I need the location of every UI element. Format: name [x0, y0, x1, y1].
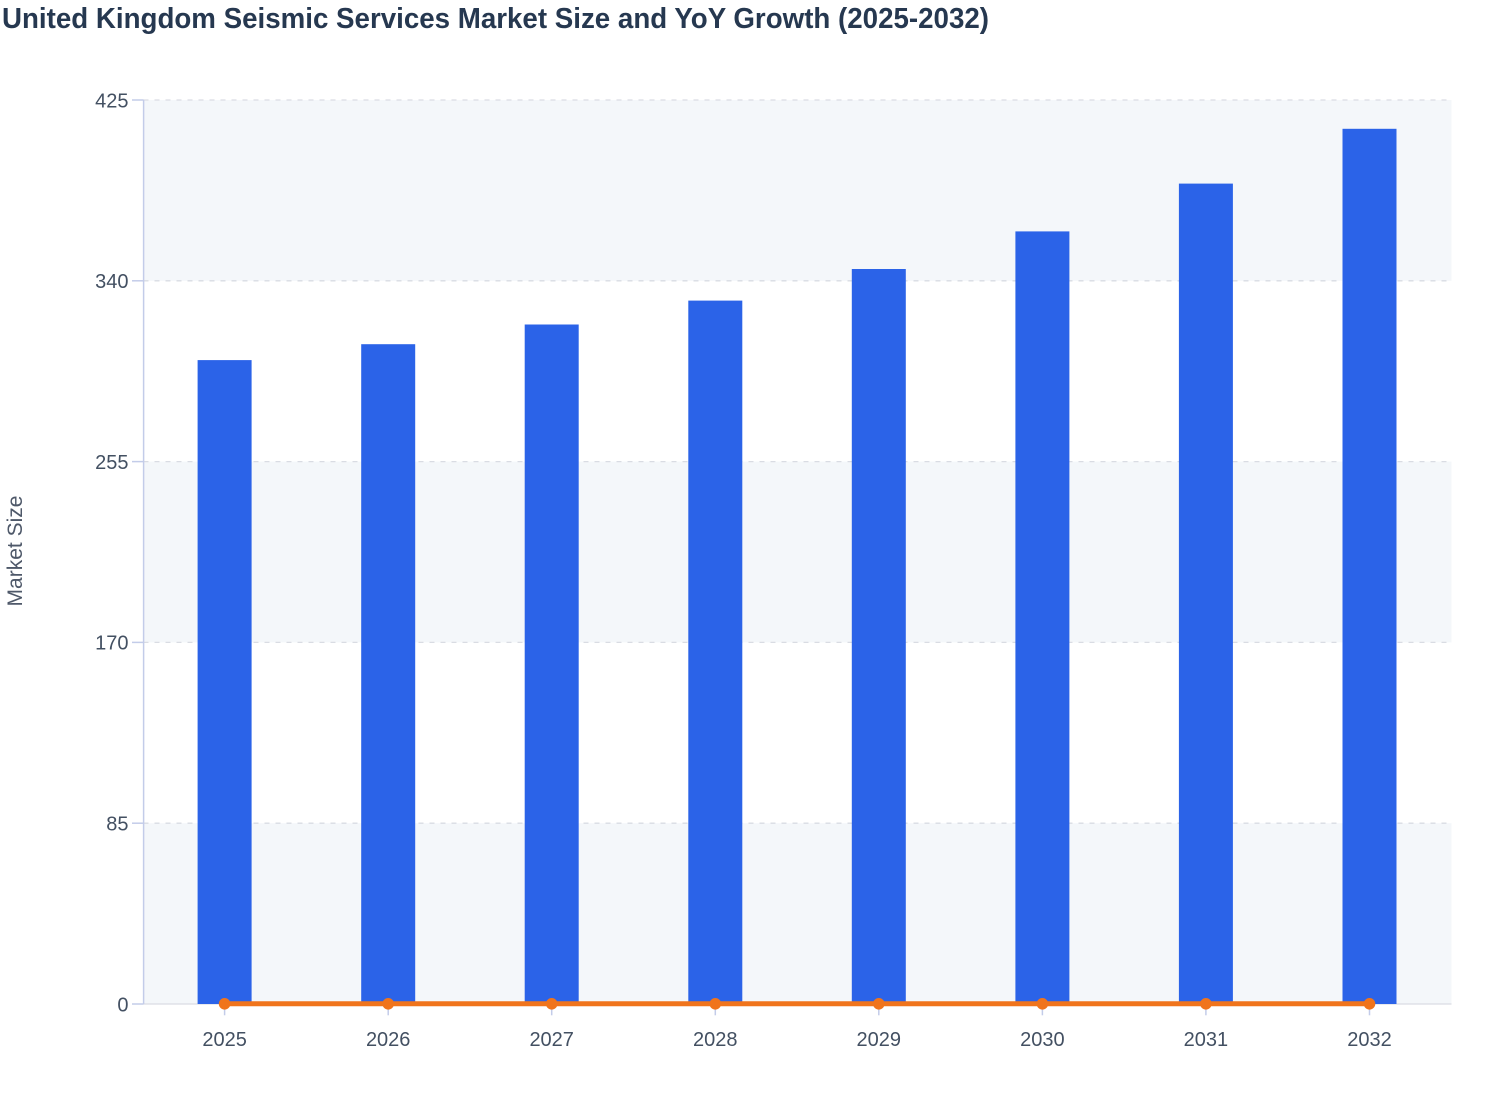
svg-text:0: 0 — [117, 994, 128, 1016]
svg-text:425: 425 — [95, 90, 128, 112]
svg-text:2027: 2027 — [529, 1029, 574, 1051]
svg-text:2030: 2030 — [1020, 1029, 1065, 1051]
svg-text:340: 340 — [95, 271, 128, 293]
svg-text:2029: 2029 — [857, 1029, 902, 1051]
svg-text:United Kingdom Seismic Service: United Kingdom Seismic Services Market S… — [2, 3, 989, 35]
svg-text:2032: 2032 — [1347, 1029, 1392, 1051]
svg-text:Market Size: Market Size — [4, 496, 27, 607]
svg-text:2025: 2025 — [202, 1029, 247, 1051]
svg-text:85: 85 — [106, 814, 128, 836]
svg-text:170: 170 — [95, 633, 128, 655]
svg-text:2028: 2028 — [693, 1029, 738, 1051]
svg-text:2026: 2026 — [366, 1029, 411, 1051]
svg-text:255: 255 — [95, 452, 128, 474]
svg-text:2031: 2031 — [1184, 1029, 1229, 1051]
